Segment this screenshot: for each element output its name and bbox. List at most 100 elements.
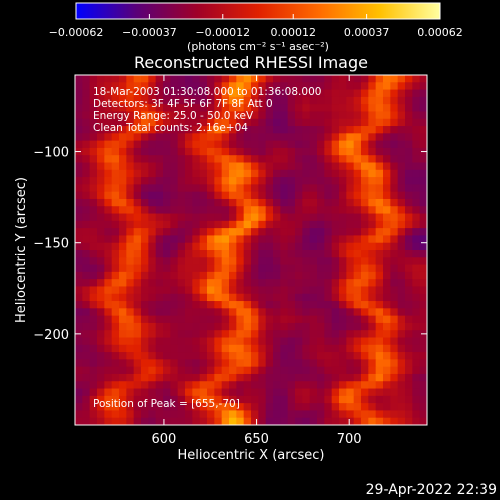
heatmap-cell: [97, 228, 105, 237]
heatmap-cell: [368, 147, 377, 156]
heatmap-cell: [155, 293, 164, 302]
heatmap-cell: [383, 293, 391, 302]
heatmap-cell: [353, 191, 362, 200]
heatmap-cell: [419, 133, 427, 142]
heatmap-cell: [295, 213, 303, 222]
heatmap-cell: [89, 403, 98, 412]
heatmap-cell: [302, 344, 311, 353]
heatmap-cell: [258, 213, 267, 222]
heatmap-cell: [309, 111, 318, 120]
heatmap-cell: [82, 191, 91, 200]
heatmap-cell: [170, 118, 179, 127]
heatmap-cell: [75, 111, 83, 120]
heatmap-cell: [353, 410, 362, 419]
heatmap-cell: [353, 417, 362, 425]
heatmap-cell: [251, 220, 259, 229]
heatmap-cell: [390, 250, 399, 258]
heatmap-cell: [177, 322, 186, 331]
heatmap-cell: [148, 75, 157, 83]
heatmap-cell: [397, 330, 406, 339]
heatmap-cell: [353, 75, 362, 83]
heatmap-cell: [251, 322, 259, 331]
heatmap-cell: [229, 242, 237, 251]
heatmap-cell: [221, 198, 230, 207]
heatmap-cell: [207, 126, 215, 134]
heatmap-cell: [119, 82, 127, 91]
heatmap-cell: [170, 344, 179, 353]
heatmap-cell: [155, 373, 164, 382]
heatmap-cell: [163, 315, 171, 324]
heatmap-cell: [236, 242, 245, 251]
heatmap-cell: [119, 155, 127, 164]
heatmap-cell: [243, 213, 252, 222]
heatmap-cell: [97, 191, 105, 200]
heatmap-cell: [236, 220, 245, 229]
heatmap-cell: [390, 388, 399, 397]
heatmap-cell: [265, 169, 274, 178]
heatmap-cell: [104, 82, 113, 91]
heatmap-cell: [185, 206, 193, 215]
heatmap-cell: [368, 162, 377, 171]
heatmap-cell: [265, 264, 274, 273]
heatmap-cell: [324, 147, 333, 156]
heatmap-cell: [287, 82, 296, 91]
heatmap-cell: [280, 337, 289, 346]
heatmap-cell: [353, 140, 362, 149]
heatmap-cell: [221, 279, 230, 288]
heatmap-cell: [280, 403, 289, 412]
heatmap-cell: [280, 82, 289, 91]
heatmap-cell: [295, 198, 303, 207]
heatmap-cell: [229, 169, 237, 178]
heatmap-cell: [104, 403, 113, 412]
heatmap-cell: [141, 104, 149, 113]
heatmap-cell: [97, 381, 105, 390]
heatmap-cell: [412, 126, 421, 134]
heatmap-cell: [419, 417, 427, 425]
heatmap-cell: [185, 315, 193, 324]
heatmap-cell: [405, 322, 413, 331]
heatmap-cell: [397, 162, 406, 171]
heatmap-cell: [265, 366, 274, 375]
heatmap-cell: [89, 162, 98, 171]
heatmap-cell: [229, 250, 237, 258]
heatmap-cell: [317, 177, 325, 185]
heatmap-cell: [405, 140, 413, 149]
heatmap-cell: [141, 403, 149, 412]
heatmap-cell: [405, 111, 413, 120]
heatmap-cell: [412, 359, 421, 368]
heatmap-cell: [104, 184, 113, 193]
heatmap-cell: [375, 191, 384, 200]
heatmap-cell: [207, 257, 215, 266]
heatmap-cell: [199, 235, 208, 244]
heatmap-cell: [405, 308, 413, 317]
heatmap-cell: [405, 191, 413, 200]
heatmap-cell: [258, 228, 267, 237]
heatmap-cell: [390, 191, 399, 200]
heatmap-cell: [126, 330, 135, 339]
heatmap-cell: [243, 198, 252, 207]
heatmap-cell: [177, 417, 186, 425]
heatmap-cell: [397, 381, 406, 390]
heatmap-cell: [375, 366, 384, 375]
heatmap-cell: [397, 301, 406, 309]
heatmap-cell: [375, 162, 384, 171]
heatmap-cell: [419, 118, 427, 127]
heatmap-cell: [89, 155, 98, 164]
heatmap-cell: [412, 373, 421, 382]
heatmap-cell: [111, 184, 120, 193]
heatmap-cell: [207, 147, 215, 156]
heatmap-cell: [397, 220, 406, 229]
heatmap-cell: [243, 417, 252, 425]
heatmap-cell: [390, 147, 399, 156]
heatmap-cell: [221, 184, 230, 193]
heatmap-cell: [207, 206, 215, 215]
heatmap-cell: [280, 293, 289, 302]
heatmap-cell: [309, 410, 318, 419]
heatmap-cell: [383, 140, 391, 149]
heatmap-cell: [412, 220, 421, 229]
heatmap-cell: [155, 169, 164, 178]
heatmap-cell: [229, 118, 237, 127]
heatmap-cell: [339, 140, 347, 149]
heatmap-cell: [265, 118, 274, 127]
heatmap-cell: [368, 366, 377, 375]
